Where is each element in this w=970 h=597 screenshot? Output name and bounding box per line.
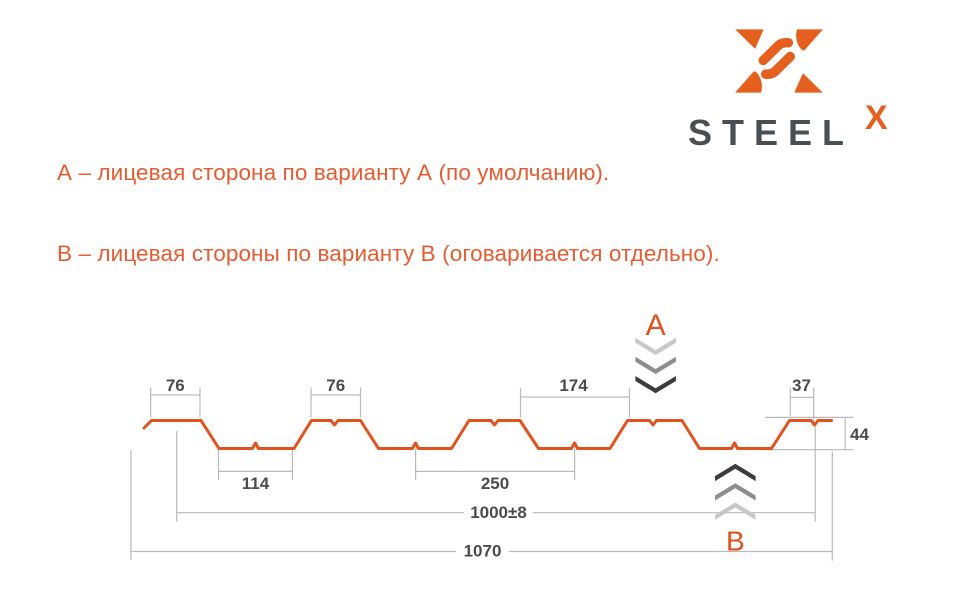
- logo-wedge-top-right: [796, 29, 823, 51]
- chevron-a-mid: [635, 356, 676, 374]
- steelx-logo-icon: [735, 29, 823, 93]
- logo-superscript-x: X: [865, 99, 888, 137]
- logo-s-ribbon-lower: [760, 51, 795, 79]
- chevron-a-dark: [635, 376, 676, 394]
- dim-working-width: 1000±8: [470, 503, 527, 522]
- dim-edge: 37: [792, 376, 811, 395]
- variant-a-letter: А: [646, 309, 666, 342]
- logo-wedge-bottom-right: [794, 73, 823, 93]
- logo-wordmark: STEEL: [688, 111, 855, 153]
- note-variant-a: А – лицевая сторона по варианту А (по ум…: [57, 159, 610, 185]
- dim-valley-span: 174: [559, 376, 588, 395]
- chevron-a-light: [635, 337, 676, 356]
- profile-section-line: [142, 419, 833, 450]
- dim-crest2: 76: [326, 376, 345, 395]
- dim-height: 44: [850, 425, 869, 444]
- logo-s-ribbon-upper: [758, 37, 794, 66]
- chevron-b-dark: [715, 463, 756, 482]
- logo-wedge-top-left: [735, 29, 764, 49]
- variant-b-letter: В: [726, 526, 745, 557]
- dim-overall-width: 1070: [464, 542, 502, 561]
- variant-a-chevrons: [635, 337, 676, 394]
- chevron-b-mid: [715, 483, 756, 501]
- logo-wedge-bottom-left: [735, 71, 762, 93]
- dimension-lines: [130, 387, 854, 561]
- dim-bottom2: 250: [481, 474, 509, 493]
- dim-bottom1: 114: [242, 474, 270, 493]
- profile-drawing: 76 76 174 37 114 250 1000±8 1070 44 А В: [130, 309, 870, 561]
- variant-b-chevrons: [715, 463, 756, 520]
- dimension-labels: 76 76 174 37 114 250 1000±8 1070 44: [166, 376, 870, 561]
- dim-crest1: 76: [166, 376, 185, 395]
- chevron-b-light: [715, 502, 756, 520]
- note-variant-b: В – лицевая стороны по варианту В (огова…: [57, 241, 720, 266]
